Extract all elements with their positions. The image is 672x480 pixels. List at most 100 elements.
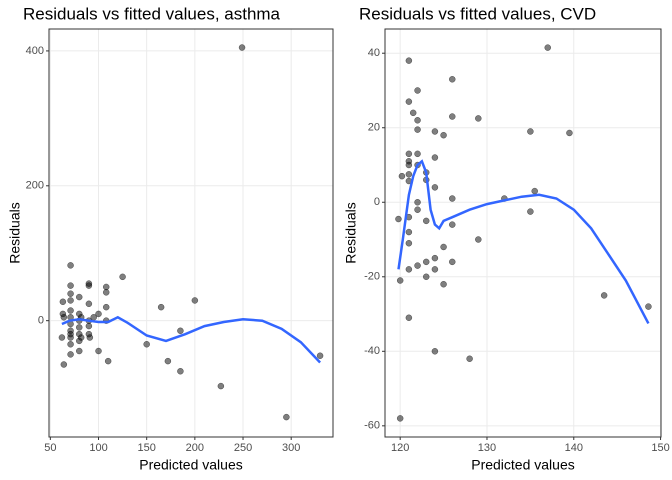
point [67, 262, 74, 269]
x-tick-label: 50 [44, 442, 56, 454]
point [67, 282, 74, 289]
point [449, 76, 456, 83]
plot-panel [385, 29, 661, 437]
point [67, 341, 74, 348]
point [396, 277, 404, 284]
chart-title: Residuals vs fitted values, CVD [359, 4, 596, 23]
point [102, 303, 110, 311]
point [431, 154, 439, 161]
point [544, 44, 551, 51]
y-tick-label: 400 [26, 45, 44, 57]
point [60, 314, 68, 321]
point [409, 109, 417, 117]
y-tick-label: 0 [374, 196, 380, 208]
point [164, 357, 172, 365]
x-tick-label: 140 [565, 442, 583, 454]
point [191, 297, 199, 304]
point [405, 314, 413, 322]
x-tick-label: 130 [478, 442, 496, 454]
point [405, 161, 413, 169]
point [414, 262, 421, 269]
point [414, 199, 421, 206]
point [566, 129, 573, 137]
y-tick-label: -60 [364, 420, 380, 432]
point [67, 290, 74, 297]
y-tick-label: -40 [364, 345, 380, 357]
x-tick-label: 300 [282, 442, 300, 454]
point [449, 113, 456, 120]
point [119, 273, 126, 281]
point [86, 334, 94, 341]
point [527, 128, 534, 135]
point [177, 327, 184, 335]
x-tick-label: 250 [234, 442, 252, 454]
y-axis-label: Residuals [343, 202, 359, 263]
point [431, 254, 439, 262]
point [77, 334, 85, 341]
x-tick-label: 100 [89, 442, 107, 454]
point [422, 273, 430, 281]
point [440, 243, 447, 251]
point [431, 348, 439, 355]
point [59, 298, 67, 306]
point [475, 236, 482, 243]
point [440, 280, 447, 288]
x-tick-label: 150 [651, 442, 669, 454]
point [143, 341, 150, 348]
y-tick-label: -20 [364, 271, 380, 283]
point [405, 266, 413, 273]
point [475, 115, 482, 122]
x-tick-label: 150 [138, 442, 156, 454]
point [449, 195, 456, 202]
point [238, 44, 246, 51]
point [527, 208, 534, 215]
point [449, 258, 456, 266]
point [405, 150, 413, 158]
panel-border [384, 28, 662, 438]
point [431, 266, 439, 273]
point [405, 171, 413, 178]
plot-panel [49, 29, 333, 437]
point [422, 258, 430, 266]
trend-line [61, 315, 322, 364]
point [431, 184, 439, 191]
point [398, 172, 406, 180]
point [104, 357, 112, 365]
point [217, 382, 225, 390]
point [396, 415, 404, 422]
point [85, 282, 93, 289]
point [177, 367, 184, 375]
point [440, 131, 447, 139]
point [395, 215, 402, 223]
point [414, 87, 421, 94]
chart-title: Residuals vs fitted values, asthma [23, 4, 281, 23]
y-axis-label: Residuals [7, 202, 23, 263]
point [414, 126, 421, 133]
point [449, 221, 456, 228]
point [102, 283, 110, 291]
point [60, 361, 68, 368]
point [645, 303, 652, 310]
y-tick-label: 20 [368, 122, 380, 134]
point [431, 128, 439, 135]
point [85, 300, 93, 308]
point [95, 310, 102, 318]
point [405, 239, 413, 247]
point [531, 187, 538, 195]
x-axis-label: Predicted values [471, 457, 575, 473]
point [75, 293, 83, 301]
point [316, 352, 324, 359]
x-tick-label: 120 [391, 442, 409, 454]
point [422, 217, 430, 225]
point [600, 292, 608, 299]
point [58, 334, 66, 341]
point [75, 324, 83, 331]
point [283, 413, 290, 421]
point [75, 347, 83, 355]
point [405, 228, 413, 236]
point [466, 355, 473, 363]
point [405, 98, 413, 105]
panel-border [48, 28, 334, 438]
trend-line [397, 159, 650, 324]
